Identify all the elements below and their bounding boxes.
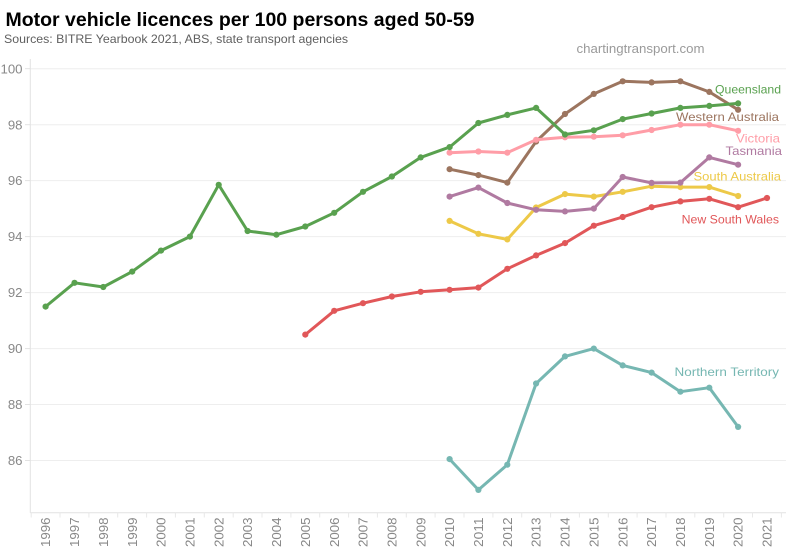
svg-text:86: 86 <box>8 453 23 468</box>
svg-text:Motor vehicle licences per 100: Motor vehicle licences per 100 persons a… <box>6 9 475 31</box>
svg-text:2021: 2021 <box>760 518 775 548</box>
svg-text:1996: 1996 <box>38 518 53 548</box>
svg-text:2008: 2008 <box>385 518 400 548</box>
svg-text:2011: 2011 <box>471 518 486 548</box>
svg-text:Western Australia: Western Australia <box>676 110 779 124</box>
svg-text:2002: 2002 <box>211 518 226 548</box>
svg-text:2001: 2001 <box>183 518 198 548</box>
svg-text:Tasmania: Tasmania <box>726 144 783 158</box>
svg-text:2007: 2007 <box>356 518 371 548</box>
svg-text:2009: 2009 <box>413 518 428 548</box>
svg-text:90: 90 <box>8 341 23 356</box>
svg-text:2010: 2010 <box>442 518 457 548</box>
svg-text:94: 94 <box>8 229 23 244</box>
svg-text:88: 88 <box>8 397 23 412</box>
svg-text:New South Wales: New South Wales <box>682 212 779 226</box>
svg-text:2003: 2003 <box>240 518 255 548</box>
svg-text:2015: 2015 <box>586 518 601 548</box>
svg-text:2013: 2013 <box>529 518 544 548</box>
svg-text:chartingtransport.com: chartingtransport.com <box>577 41 705 56</box>
svg-text:Victoria: Victoria <box>736 132 780 146</box>
svg-text:2012: 2012 <box>500 518 515 548</box>
svg-text:1999: 1999 <box>125 518 140 548</box>
svg-text:South Australia: South Australia <box>694 170 782 184</box>
svg-text:96: 96 <box>8 173 23 188</box>
svg-text:2016: 2016 <box>615 518 630 548</box>
svg-text:2006: 2006 <box>327 518 342 548</box>
svg-text:2000: 2000 <box>154 518 169 548</box>
svg-text:2014: 2014 <box>558 518 573 548</box>
svg-text:2004: 2004 <box>269 518 284 548</box>
svg-text:2020: 2020 <box>731 518 746 548</box>
svg-text:98: 98 <box>8 117 23 132</box>
svg-text:Queensland: Queensland <box>715 82 781 96</box>
svg-text:2019: 2019 <box>702 518 717 548</box>
svg-text:Sources: BITRE Yearbook 2021,: Sources: BITRE Yearbook 2021, ABS, state… <box>4 32 348 46</box>
svg-text:2018: 2018 <box>673 518 688 548</box>
svg-text:92: 92 <box>8 285 23 300</box>
svg-text:Northern Territory: Northern Territory <box>675 365 780 379</box>
svg-text:1998: 1998 <box>96 518 111 548</box>
svg-text:100: 100 <box>0 61 22 76</box>
svg-text:1997: 1997 <box>67 518 82 548</box>
svg-text:2017: 2017 <box>644 518 659 548</box>
svg-text:2005: 2005 <box>298 518 313 548</box>
